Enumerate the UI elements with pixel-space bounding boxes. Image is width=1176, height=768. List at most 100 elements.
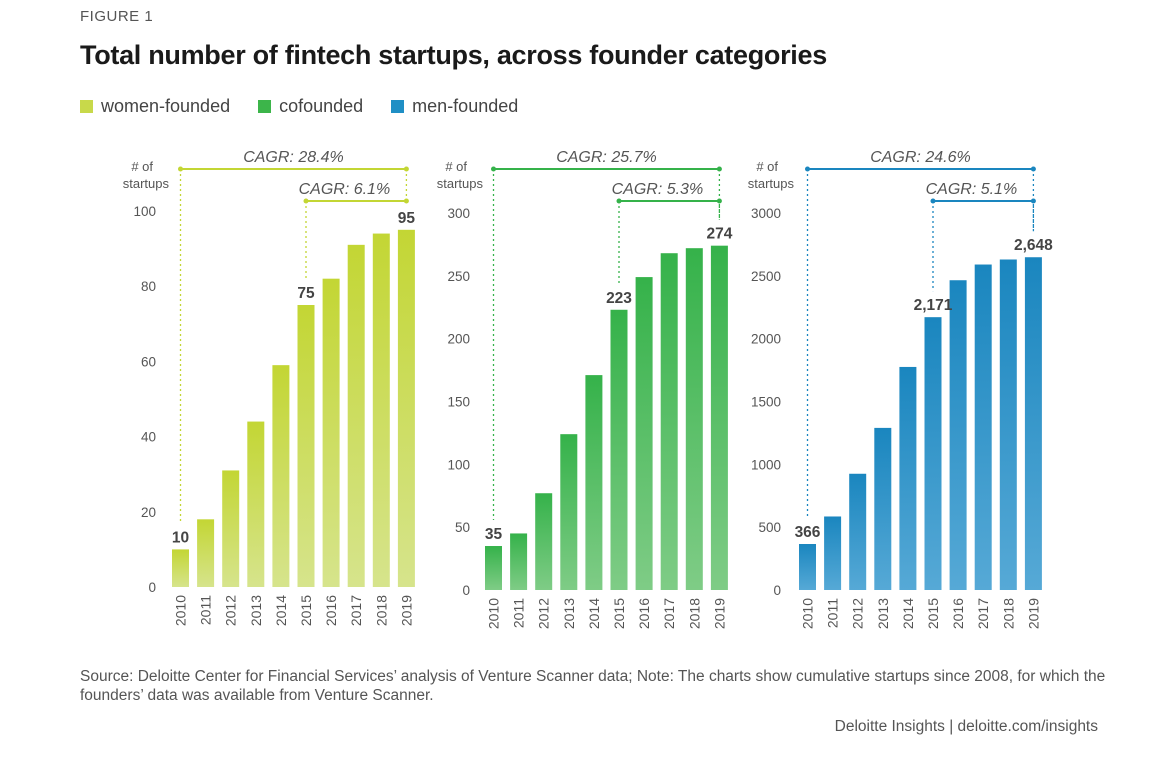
bar-women-founded-2012 xyxy=(222,470,240,587)
bar-women-founded-2010 xyxy=(172,549,189,587)
x-tick-men-founded-2014: 2014 xyxy=(900,598,916,629)
data-label-cofounded-2015: 223 xyxy=(606,290,632,307)
x-tick-men-founded-2016: 2016 xyxy=(950,598,966,629)
y-tick-cofounded-150: 150 xyxy=(447,395,470,410)
y-tick-men-founded-0: 0 xyxy=(773,583,781,598)
bar-cofounded-2015 xyxy=(610,309,628,590)
x-tick-women-founded-2017: 2017 xyxy=(348,595,364,626)
bar-women-founded-2018 xyxy=(372,233,390,587)
cagr-label-cofounded-1: CAGR: 5.3% xyxy=(612,181,704,198)
y-tick-women-founded-80: 80 xyxy=(141,279,156,294)
y-tick-cofounded-100: 100 xyxy=(447,457,470,472)
bar-men-founded-2014 xyxy=(899,366,917,590)
x-tick-cofounded-2013: 2013 xyxy=(561,598,577,629)
legend-label-women-founded: women-founded xyxy=(101,96,231,116)
bar-women-founded-2017 xyxy=(347,244,365,587)
data-label-men-founded-2015: 2,171 xyxy=(914,297,953,314)
cagr-label-cofounded-0: CAGR: 25.7% xyxy=(556,149,656,166)
x-tick-men-founded-2018: 2018 xyxy=(1000,598,1016,629)
legend: women-founded cofounded men-founded xyxy=(80,96,518,117)
y-tick-men-founded-1500: 1500 xyxy=(751,395,781,410)
source-note: Source: Deloitte Center for Financial Se… xyxy=(80,668,1106,704)
y-tick-cofounded-50: 50 xyxy=(455,520,470,535)
data-label-cofounded-2019: 274 xyxy=(706,226,732,243)
y-tick-cofounded-0: 0 xyxy=(462,583,470,598)
cagr-dot-end-women-founded-1 xyxy=(403,198,409,204)
bar-women-founded-2011 xyxy=(197,519,215,587)
data-label-women-founded-2010: 10 xyxy=(172,529,189,546)
legend-label-men-founded: men-founded xyxy=(412,96,519,116)
y-axis-label-women-founded-line2: startups xyxy=(123,176,170,191)
x-tick-men-founded-2013: 2013 xyxy=(875,598,891,629)
legend-item-cofounded: cofounded xyxy=(258,96,363,117)
data-label-cofounded-2010: 35 xyxy=(485,526,503,543)
bar-cofounded-2018 xyxy=(685,248,703,591)
x-tick-women-founded-2016: 2016 xyxy=(323,595,339,626)
credit-line: Deloitte Insights | deloitte.com/insight… xyxy=(834,718,1098,735)
x-tick-cofounded-2012: 2012 xyxy=(536,598,552,629)
bar-women-founded-2019 xyxy=(397,229,415,588)
chart-title: Total number of fintech startups, across… xyxy=(80,40,827,70)
cagr-label-men-founded-0: CAGR: 24.6% xyxy=(870,149,970,166)
x-tick-cofounded-2010: 2010 xyxy=(486,598,502,629)
cagr-label-men-founded-1: CAGR: 5.1% xyxy=(926,181,1018,198)
y-tick-men-founded-2000: 2000 xyxy=(751,332,781,347)
bar-cofounded-2014 xyxy=(585,375,603,590)
x-tick-cofounded-2016: 2016 xyxy=(636,598,652,629)
bar-cofounded-2012 xyxy=(535,493,553,590)
x-tick-cofounded-2011: 2011 xyxy=(511,598,527,628)
legend-swatch-cofounded xyxy=(258,100,272,113)
bar-cofounded-2011 xyxy=(510,533,528,590)
legend-item-women-founded: women-founded xyxy=(80,96,230,117)
bar-men-founded-2016 xyxy=(949,280,967,590)
bar-men-founded-2018 xyxy=(999,259,1017,590)
y-axis-label-men-founded-line2: startups xyxy=(748,176,795,191)
figure-label: FIGURE 1 xyxy=(80,8,154,25)
y-tick-women-founded-0: 0 xyxy=(148,580,156,595)
cagr-label-women-founded-1: CAGR: 6.1% xyxy=(299,181,391,198)
x-tick-cofounded-2017: 2017 xyxy=(661,598,677,629)
y-tick-men-founded-2500: 2500 xyxy=(751,269,781,284)
bar-women-founded-2013 xyxy=(247,421,265,587)
x-tick-women-founded-2013: 2013 xyxy=(248,595,264,626)
y-tick-cofounded-300: 300 xyxy=(447,206,470,221)
data-label-women-founded-2015: 75 xyxy=(297,285,315,302)
y-tick-women-founded-100: 100 xyxy=(133,204,156,219)
x-tick-men-founded-2015: 2015 xyxy=(925,598,941,629)
x-tick-women-founded-2015: 2015 xyxy=(298,595,314,626)
bar-men-founded-2013 xyxy=(874,427,892,590)
y-axis-label-women-founded-line1: # of xyxy=(131,159,153,174)
legend-swatch-women-founded xyxy=(80,100,93,113)
x-tick-men-founded-2019: 2019 xyxy=(1025,598,1041,629)
bar-women-founded-2014 xyxy=(272,365,290,587)
bar-cofounded-2013 xyxy=(560,434,578,590)
bar-men-founded-2012 xyxy=(849,473,867,590)
y-tick-cofounded-250: 250 xyxy=(447,269,470,284)
y-tick-men-founded-500: 500 xyxy=(758,520,781,535)
data-label-women-founded-2019: 95 xyxy=(398,210,416,227)
x-tick-men-founded-2012: 2012 xyxy=(850,598,866,629)
data-label-men-founded-2019: 2,648 xyxy=(1014,237,1053,254)
x-tick-cofounded-2018: 2018 xyxy=(686,598,702,629)
bar-women-founded-2015 xyxy=(297,305,315,587)
bar-cofounded-2017 xyxy=(660,253,678,591)
bar-men-founded-2011 xyxy=(824,516,842,590)
x-tick-men-founded-2010: 2010 xyxy=(800,598,816,629)
x-tick-women-founded-2010: 2010 xyxy=(173,595,189,626)
bar-men-founded-2010 xyxy=(799,544,816,590)
legend-swatch-men-founded xyxy=(391,100,405,113)
x-tick-men-founded-2011: 2011 xyxy=(825,598,841,628)
legend-label-cofounded: cofounded xyxy=(279,96,364,116)
bar-cofounded-2019 xyxy=(710,245,728,590)
x-tick-women-founded-2019: 2019 xyxy=(398,595,414,626)
data-label-men-founded-2010: 366 xyxy=(795,524,821,541)
x-tick-women-founded-2011: 2011 xyxy=(198,595,214,625)
y-tick-women-founded-40: 40 xyxy=(141,430,156,445)
y-tick-women-founded-60: 60 xyxy=(141,354,156,369)
y-tick-cofounded-200: 200 xyxy=(447,332,470,347)
y-tick-men-founded-3000: 3000 xyxy=(751,206,781,221)
x-tick-women-founded-2018: 2018 xyxy=(373,595,389,626)
y-tick-women-founded-20: 20 xyxy=(141,505,156,520)
x-tick-men-founded-2017: 2017 xyxy=(975,598,991,629)
